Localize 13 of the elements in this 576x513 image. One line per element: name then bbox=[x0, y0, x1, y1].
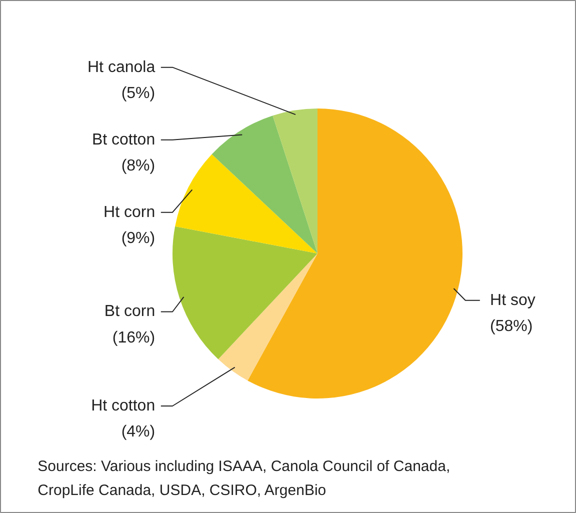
data-label: (5%) bbox=[121, 84, 156, 102]
data-label: (58%) bbox=[490, 318, 533, 335]
data-label: (9%) bbox=[121, 230, 156, 247]
slice-label: Ht cotton bbox=[91, 398, 156, 414]
data-label: (4%) bbox=[121, 424, 156, 441]
slice-label: Ht canola bbox=[88, 58, 156, 76]
slice-label: Ht soy bbox=[490, 292, 536, 309]
source-note: Sources: Various including ISAAA, Canola Council of Canada, CropLife Canada, USDA, CSIRO, ArgenBio bbox=[38, 458, 450, 499]
data-label: (8%) bbox=[121, 157, 156, 174]
slice-label: Bt cotton bbox=[92, 131, 156, 148]
data-label: (16%) bbox=[112, 329, 156, 346]
slice-label: Ht corn bbox=[104, 204, 156, 221]
slice-label: Bt corn bbox=[104, 303, 156, 320]
